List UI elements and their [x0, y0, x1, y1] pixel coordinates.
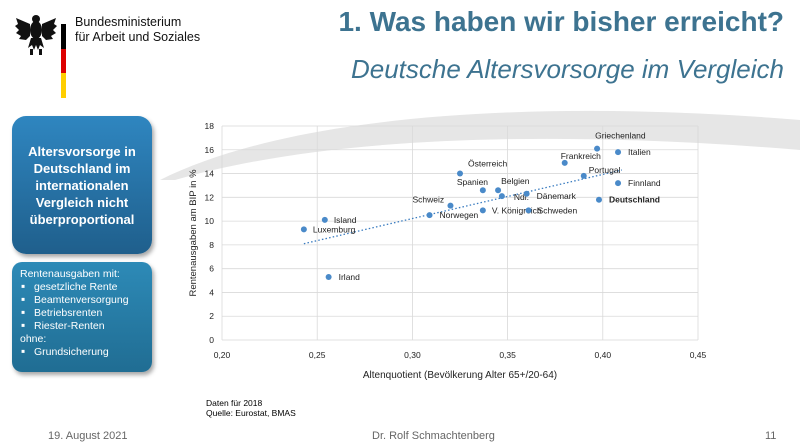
data-point-label: Italien — [628, 147, 651, 157]
spending-included-list: gesetzliche Rente Beamtenversorgung Betr… — [20, 280, 146, 333]
data-point — [580, 172, 587, 179]
decorative-swoosh — [160, 110, 800, 180]
data-point-label: Österreich — [468, 159, 507, 169]
data-point — [426, 212, 433, 219]
x-tick-label: 0,25 — [309, 350, 326, 360]
y-tick-label: 8 — [209, 240, 214, 250]
data-point — [498, 193, 505, 200]
summary-statement-text: Altersvorsorge in Deutschland im interna… — [28, 143, 136, 227]
data-point-label: Frankreich — [561, 151, 601, 161]
data-point — [495, 187, 502, 194]
list-item: Betriebsrenten — [20, 306, 146, 320]
y-tick-label: 18 — [205, 121, 215, 131]
list-item: Riester-Renten — [20, 319, 146, 333]
ministry-line-2: für Arbeit und Soziales — [75, 30, 201, 44]
source-year: Daten für 2018 — [206, 398, 263, 408]
footer-page-number: 11 — [765, 430, 777, 442]
data-point — [615, 149, 622, 156]
data-point-label: Ndl. — [514, 192, 529, 202]
data-point-label: Finnland — [628, 178, 661, 188]
footer-date: 19. August 2021 — [48, 430, 128, 442]
slide-subtitle: Deutsche Altersvorsorge im Vergleich — [350, 54, 784, 84]
data-point — [595, 196, 602, 203]
chart-source-note: Daten für 2018 Quelle: Eurostat, BMAS — [206, 398, 296, 418]
german-flag-stripe — [61, 24, 66, 98]
x-tick-label: 0,35 — [499, 350, 516, 360]
y-axis-label: Rentenausgaben am BIP in % — [188, 169, 199, 297]
data-point-label: Deutschland — [609, 195, 660, 205]
data-point — [325, 273, 332, 280]
spending-heading: Rentenausgaben mit: — [20, 268, 120, 280]
data-point-label: Irland — [339, 272, 361, 282]
spending-without-label: ohne: — [20, 333, 47, 345]
y-tick-label: 14 — [205, 169, 215, 179]
data-point-label: Norwegen — [440, 210, 479, 220]
data-point — [594, 145, 601, 152]
ministry-logo: Bundesministerium für Arbeit und Soziale… — [14, 12, 204, 98]
pension-scatter-chart: 0 2 4 6 8 10 12 14 16 18 0,20 0,25 0,30 0,35 0,40 0,45 A… — [188, 121, 707, 381]
y-tick-label: 0 — [209, 335, 214, 345]
data-point-label: Portugal — [589, 165, 621, 175]
list-item: Beamtenversorgung — [20, 293, 146, 307]
data-point-label: Belgien — [501, 176, 530, 186]
data-point — [447, 202, 454, 209]
data-point — [300, 226, 307, 233]
x-tick-label: 0,20 — [214, 350, 231, 360]
y-tick-label: 4 — [209, 287, 214, 297]
spending-definition-box: Rentenausgaben mit: gesetzliche Rente Be… — [12, 262, 152, 372]
x-tick-label: 0,45 — [690, 350, 707, 360]
eagle-icon — [15, 15, 57, 55]
data-point — [479, 207, 486, 214]
x-axis-label: Altenquotient (Bevölkerung Alter 65+/20-… — [363, 370, 557, 381]
data-point-label: V. Königreich — [492, 205, 542, 215]
data-point — [523, 190, 530, 197]
list-item: Grundsicherung — [20, 345, 146, 359]
data-point — [561, 159, 568, 166]
x-tick-label: 0,30 — [404, 350, 421, 360]
data-point — [321, 216, 328, 223]
footer-author: Dr. Rolf Schmachtenberg — [372, 430, 495, 442]
data-point-label: Luxemburg — [313, 224, 356, 234]
data-point-label: Dänemark — [537, 191, 577, 201]
data-point-label: Griechenland — [595, 131, 646, 141]
y-tick-label: 16 — [205, 145, 215, 155]
spending-excluded-list: Grundsicherung — [20, 345, 146, 359]
ministry-line-1: Bundesministerium — [75, 15, 182, 29]
data-point-label: Spanien — [457, 177, 488, 187]
y-tick-label: 6 — [209, 264, 214, 274]
data-point — [479, 187, 486, 194]
ministry-name: Bundesministerium für Arbeit und Soziale… — [75, 15, 200, 45]
trendline — [303, 169, 622, 245]
data-point-label: Schweden — [538, 205, 578, 215]
y-tick-label: 10 — [205, 216, 215, 226]
data-point — [615, 180, 622, 187]
x-tick-label: 0,40 — [595, 350, 612, 360]
data-point — [525, 207, 532, 214]
y-tick-label: 12 — [205, 192, 215, 202]
data-point-label: Island — [334, 215, 357, 225]
slide-title: 1. Was haben wir bisher erreicht? — [338, 6, 784, 37]
summary-statement-box: Altersvorsorge in Deutschland im interna… — [12, 116, 152, 254]
data-point — [457, 170, 463, 177]
y-tick-label: 2 — [209, 311, 214, 321]
list-item: gesetzliche Rente — [20, 280, 146, 294]
data-point-label: Schweiz — [412, 195, 444, 205]
source-reference: Quelle: Eurostat, BMAS — [206, 408, 296, 418]
